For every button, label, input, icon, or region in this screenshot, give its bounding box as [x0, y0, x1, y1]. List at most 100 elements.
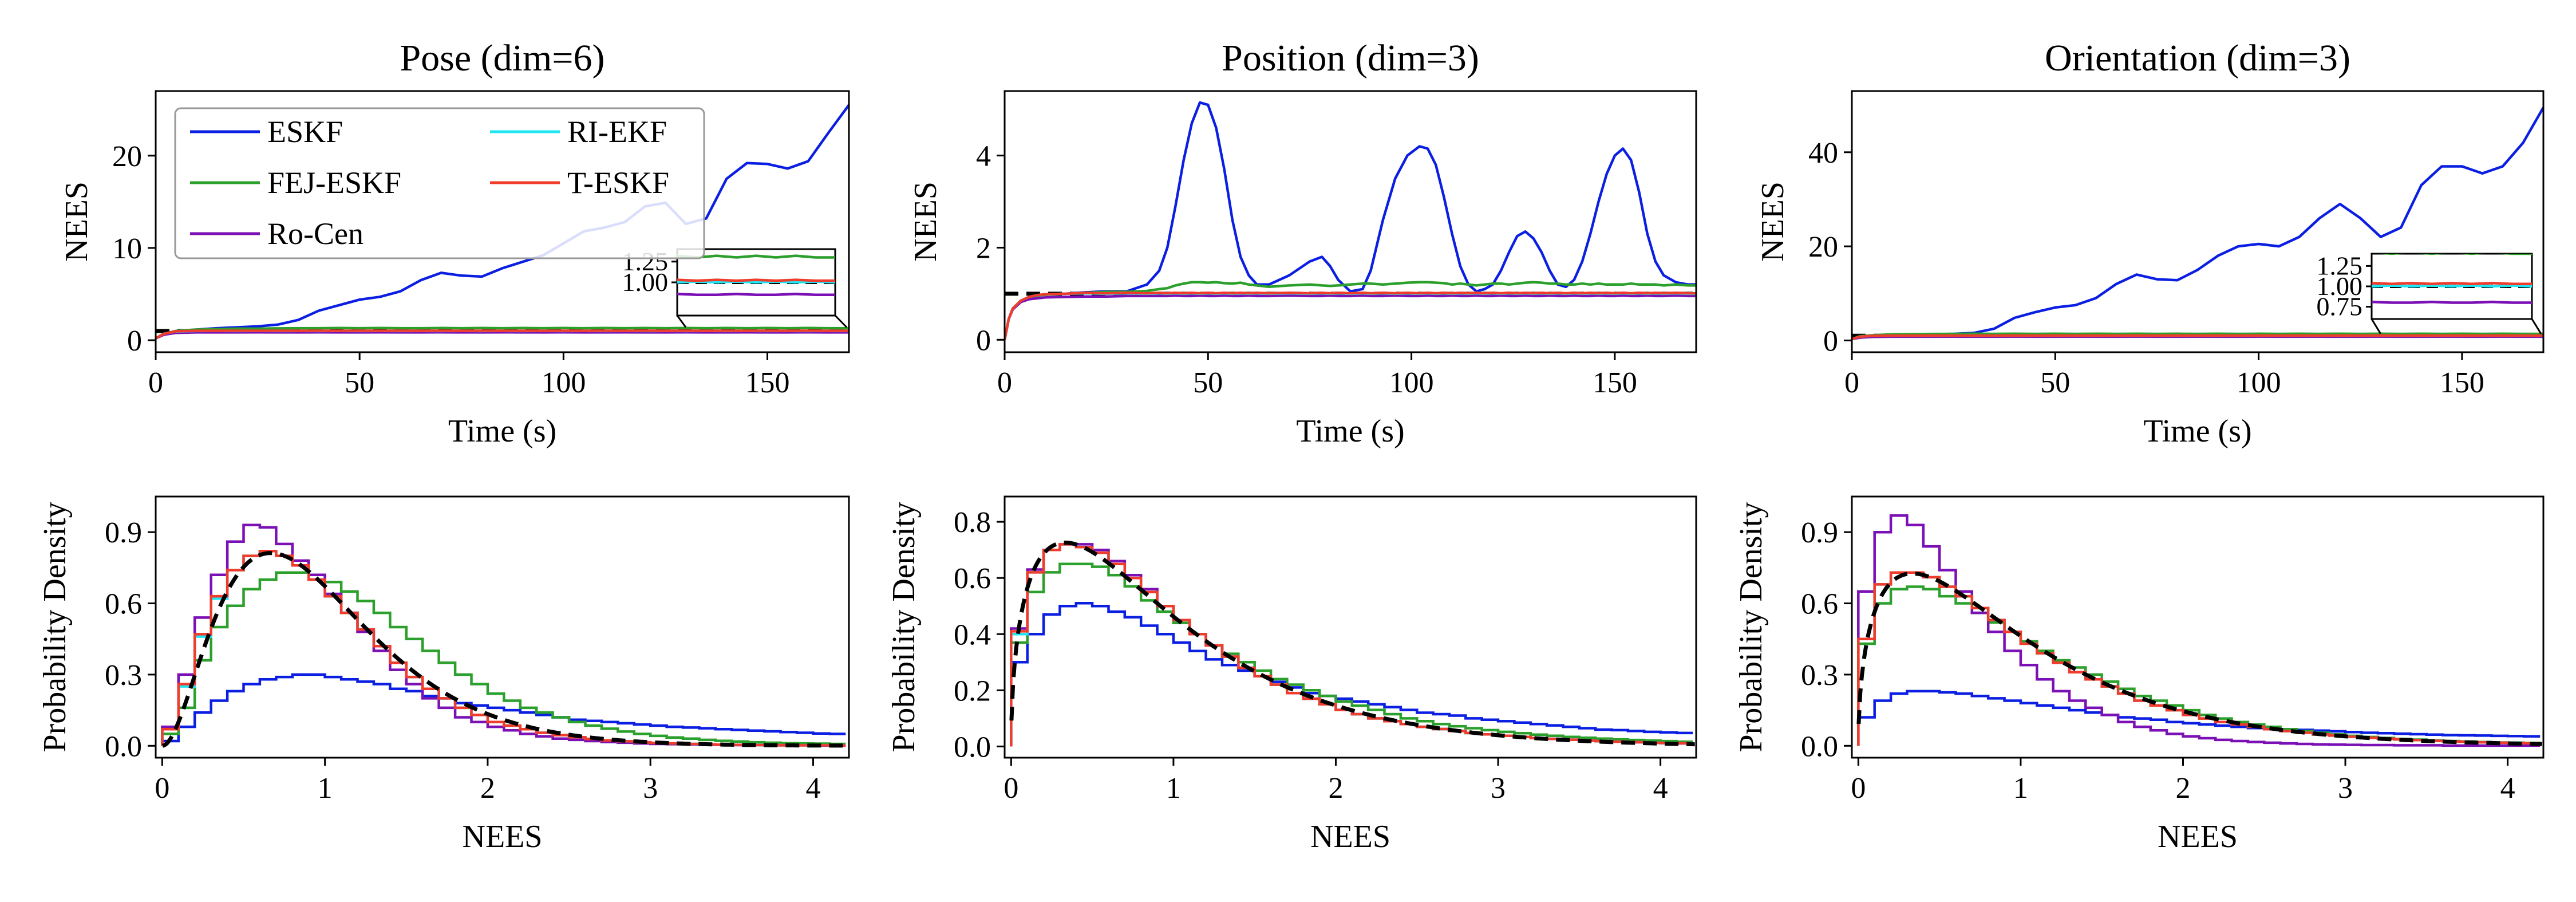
y-tick-label: 0.6 [1801, 588, 1838, 621]
panel-3: Orientation (dim=3) 0 50 100 150 0 20 40 Time (s… [1755, 37, 2545, 449]
inset-connector [834, 314, 848, 328]
inset-connector [676, 315, 687, 328]
y-axis-label: Probability Density [1733, 502, 1769, 752]
x-tick-label: 2 [1328, 772, 1343, 805]
inset-plot [677, 254, 835, 297]
y-tick-label: 4 [976, 140, 991, 173]
panel-title: Pose (dim=6) [400, 37, 605, 79]
x-tick-label: 100 [1389, 367, 1434, 399]
inset-connector [2370, 318, 2382, 334]
zoom-inset: 0.751.001.25 [2317, 251, 2542, 334]
histogram-eskf [1010, 602, 1693, 747]
x-axis-label: Time (s) [448, 413, 556, 449]
histogram-fej-eskf [1010, 562, 1693, 747]
y-tick-label: 20 [112, 140, 142, 173]
series-line-fej-eskf [156, 326, 849, 340]
plot-area [1856, 514, 2542, 747]
y-tick-label: 0.2 [954, 675, 991, 707]
x-tick-label: 4 [2500, 772, 2515, 805]
y-axis-label: NEES [1755, 182, 1791, 262]
axes-frame [1851, 90, 2545, 353]
plot-area [1005, 101, 1696, 340]
series-line-fej-eskf [1852, 332, 2543, 341]
x-tick-label: 50 [345, 367, 374, 399]
x-tick-label: 150 [1593, 367, 1637, 399]
legend-label-t-eskf: T-ESKF [567, 166, 669, 200]
y-tick-label: 0.9 [105, 517, 142, 549]
y-tick-label: 0 [976, 324, 991, 357]
y-tick-label: 0.0 [105, 730, 142, 763]
histogram-fej-eskf [161, 571, 846, 746]
x-tick-label: 3 [1491, 772, 1506, 805]
x-axis-label: Time (s) [2143, 413, 2251, 449]
x-tick-label: 3 [643, 772, 658, 805]
y-tick-label: 40 [1808, 137, 1838, 170]
series-line-t-eskf [156, 329, 849, 340]
y-tick-label: 0 [127, 325, 142, 357]
y-tick-label: 0.9 [1801, 517, 1838, 549]
y-axis-label: Probability Density [886, 502, 922, 752]
x-tick-label: 1 [1166, 772, 1181, 805]
inset-y-tick-label: 1.25 [2317, 251, 2363, 280]
x-axis-label: NEES [463, 819, 543, 854]
y-tick-label: 0.0 [954, 731, 991, 763]
plot-area [1009, 541, 1695, 747]
x-tick-label: 50 [1193, 367, 1223, 399]
legend-label-ro-cen: Ro-Cen [267, 216, 364, 251]
panel-title: Position (dim=3) [1222, 37, 1479, 79]
x-tick-label: 0 [997, 367, 1012, 399]
panel-4: 0 1 2 3 4 0.0 0.3 0.6 0.9 NEES Probability Density [37, 495, 850, 854]
histogram-ro-cen [1857, 514, 2541, 747]
inset-line-ro-cen [677, 293, 835, 297]
plot-area [156, 104, 849, 340]
y-tick-label: 0.4 [954, 619, 991, 651]
histogram-eskf [161, 673, 846, 746]
y-tick-label: 0.3 [105, 659, 142, 692]
y-axis-label: Probability Density [37, 502, 73, 752]
series-line-t-eskf [1852, 334, 2543, 341]
x-axis-label: NEES [1310, 819, 1390, 854]
y-axis-label: NEES [59, 182, 94, 262]
inset-line-t-eskf [677, 278, 835, 282]
inset-plot [2372, 254, 2532, 304]
x-axis-label: NEES [2158, 819, 2238, 854]
y-tick-label: 0.6 [105, 588, 142, 621]
legend: ESKF FEJ-ESKF Ro-Cen RI-EKF T-ESKF [174, 107, 705, 259]
legend-box [174, 107, 705, 259]
reference-pdf-curve [161, 551, 848, 748]
panel-1: Pose (dim=6) 0 50 100 150 0 10 20 Time (s) NEES 1.… [59, 37, 850, 449]
x-tick-label: 150 [2440, 367, 2484, 399]
y-tick-label: 0.8 [954, 506, 991, 539]
plot-area [161, 523, 848, 748]
axes-frame [155, 495, 850, 759]
panel-2: Position (dim=3) 0 50 100 150 0 2 4 Time (s) NEES [908, 37, 1697, 449]
histogram-eskf [1857, 690, 2541, 746]
panel-title: Orientation (dim=3) [2045, 37, 2350, 79]
plot-area [1852, 107, 2543, 341]
x-tick-label: 100 [2237, 367, 2281, 399]
x-tick-label: 100 [541, 367, 586, 399]
y-tick-label: 0 [1823, 325, 1838, 357]
x-tick-label: 4 [805, 772, 820, 805]
series-line-ro-cen [156, 330, 849, 340]
series-line-eskf [1005, 101, 1696, 340]
y-tick-label: 0.0 [1801, 730, 1838, 763]
x-tick-label: 0 [148, 367, 163, 399]
x-tick-label: 0 [1851, 772, 1866, 805]
x-tick-label: 0 [1844, 367, 1859, 399]
reference-pdf-curve [1009, 541, 1695, 747]
legend-label-ri-ekf: RI-EKF [567, 115, 667, 149]
series-line-eskf [156, 104, 849, 340]
y-tick-label: 10 [112, 233, 142, 265]
x-tick-label: 0 [1003, 772, 1018, 805]
reference-pdf-curve [1856, 571, 2542, 746]
axes-frame [1851, 495, 2545, 759]
x-tick-label: 2 [2175, 772, 2190, 805]
legend-label-fej-eskf: FEJ-ESKF [267, 166, 401, 200]
x-tick-label: 1 [318, 772, 333, 805]
panel-6: 0 1 2 3 4 0.0 0.3 0.6 0.9 NEES Probability Density [1733, 495, 2545, 854]
series-line-fej-eskf [1005, 281, 1696, 340]
zoom-inset: 1.001.25 [622, 247, 848, 328]
